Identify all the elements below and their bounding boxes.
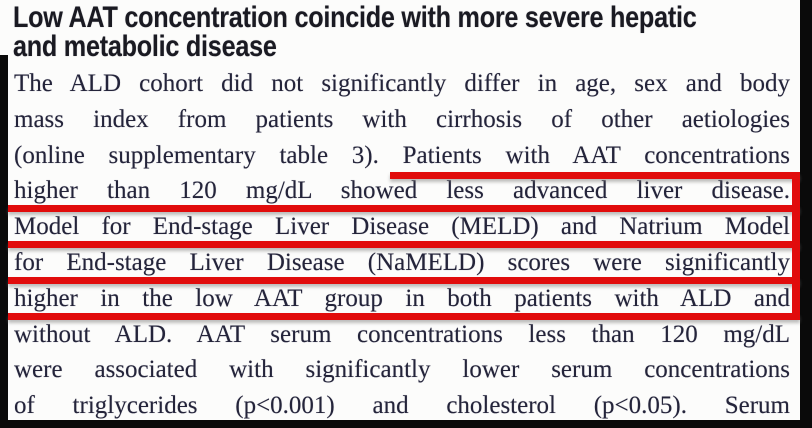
bottom-border-bar — [0, 420, 812, 428]
red-underline-line-6 — [8, 277, 800, 284]
body-paragraph: The ALD cohort did not significantly dif… — [14, 66, 790, 424]
section-heading: Low AAT concentration coincide with more… — [13, 1, 697, 63]
red-underline-line-7 — [8, 313, 800, 320]
red-vertical-join-stroke — [792, 172, 800, 320]
body-line-8: without ALD. AAT serum concentrations le… — [14, 320, 790, 348]
section-heading-line-1: Low AAT concentration coincide with more… — [13, 1, 697, 34]
red-underline-partial-line-3 — [390, 172, 800, 179]
body-line-5: Model for End-stage Liver Disease (MELD)… — [14, 213, 790, 241]
body-line-9: were associated with significantly lower… — [14, 356, 790, 384]
red-underline-line-5 — [8, 241, 800, 248]
right-border-bar — [800, 0, 812, 428]
body-line-4: higher than 120 mg/dL showed less advanc… — [14, 177, 790, 205]
body-line-3: (online supplementary table 3). Patients… — [14, 141, 790, 169]
section-heading-line-2: and metabolic disease — [13, 30, 277, 63]
red-underline-line-4 — [8, 205, 800, 212]
body-line-6: for End-stage Liver Disease (NaMELD) sco… — [14, 248, 790, 276]
left-border-bar — [0, 55, 8, 428]
body-line-10: of triglycerides (p<0.001) and cholester… — [14, 392, 790, 420]
body-line-1: The ALD cohort did not significantly dif… — [14, 70, 790, 97]
body-line-7: higher in the low AAT group in both pati… — [14, 284, 790, 312]
body-line-2: mass index from patients with cirrhosis … — [14, 105, 790, 133]
